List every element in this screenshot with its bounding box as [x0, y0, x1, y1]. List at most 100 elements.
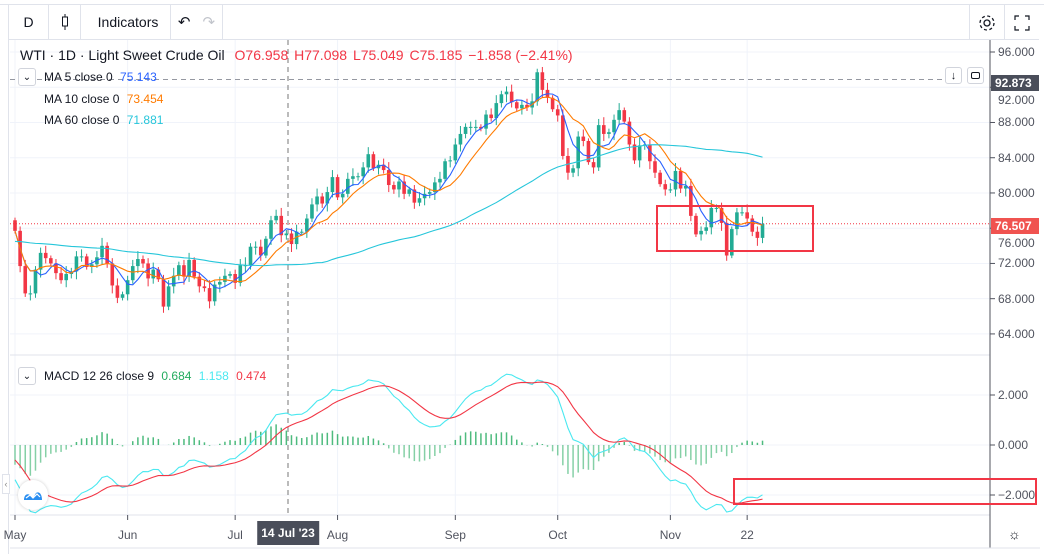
crosshair-date-label: 14 Jul '23: [257, 521, 319, 545]
ma5-label: MA 5 close 0: [44, 70, 113, 84]
scroll-to-latest-button[interactable]: ↓: [945, 67, 962, 84]
square-icon: [971, 72, 980, 79]
candle-body: [177, 265, 181, 276]
time-tick-label: Oct: [548, 528, 568, 542]
expand-sidebar-button[interactable]: ‹: [2, 474, 10, 494]
ma60-legend[interactable]: MA 60 close 0 71.881: [44, 113, 163, 127]
tradingview-logo[interactable]: [18, 480, 48, 510]
candle-body: [115, 285, 120, 298]
candle-body: [755, 231, 760, 238]
price-tick-label: 96.000: [998, 45, 1035, 59]
candle-body: [330, 177, 335, 193]
annotation-rectangle-price[interactable]: [656, 205, 814, 252]
candle-body: [658, 172, 662, 185]
indicators-button[interactable]: Indicators: [81, 4, 171, 40]
candle-body: [310, 204, 314, 219]
candle-body: [433, 182, 437, 193]
time-tick-label: Sep: [444, 528, 466, 542]
candle-body: [130, 266, 135, 281]
candle-body: [381, 164, 386, 171]
time-tick-label: 22: [740, 528, 754, 542]
candle-body: [719, 207, 724, 223]
candle-body: [622, 110, 627, 122]
candle-body: [745, 212, 749, 219]
candle-body: [392, 185, 396, 190]
candle-body: [264, 238, 268, 256]
candle-body: [402, 181, 406, 194]
candle-body: [607, 132, 611, 134]
candle-body: [228, 274, 232, 276]
candle-body: [54, 263, 58, 274]
candle-body: [166, 286, 171, 307]
candle-body: [141, 259, 145, 264]
gear-icon: [979, 14, 995, 31]
time-tick-label: Jul: [227, 528, 243, 542]
candle-body: [299, 231, 304, 233]
candle-body: [361, 167, 365, 177]
axis-settings-icon[interactable]: ☼: [1008, 526, 1021, 542]
candle-body: [458, 133, 463, 145]
settings-button[interactable]: [969, 5, 1004, 40]
annotation-rectangle-macd[interactable]: [733, 478, 1037, 505]
time-tick-label: May: [3, 528, 27, 542]
candle-body: [576, 136, 580, 169]
candle-body: [182, 265, 186, 277]
indicators-label: Indicators: [97, 14, 159, 30]
candle-body: [504, 91, 509, 95]
candle-body: [13, 220, 17, 231]
candle-body: [238, 265, 243, 283]
candle-body: [366, 154, 371, 168]
candle-body: [351, 176, 355, 179]
ma5-legend[interactable]: MA 5 close 0 75.143: [44, 70, 157, 84]
candle-body: [43, 252, 48, 259]
candle-body: [520, 104, 524, 109]
candle-body: [207, 288, 212, 302]
candle-body: [694, 215, 698, 235]
candle-body: [632, 144, 637, 161]
candle-body: [525, 104, 529, 108]
ma5-line: [14, 93, 763, 290]
candle-body: [479, 126, 483, 129]
ma10-line: [14, 96, 763, 283]
candle-body: [668, 189, 673, 191]
undo-icon[interactable]: ↶: [177, 14, 191, 31]
candle-body: [586, 140, 591, 163]
fullscreen-button[interactable]: [1004, 5, 1039, 40]
candle-body: [499, 94, 504, 104]
redo-icon[interactable]: ↷: [202, 14, 216, 31]
candle-body: [448, 160, 452, 162]
price-tick-label: 76.000: [998, 236, 1035, 250]
candle-body: [28, 293, 33, 295]
ma10-legend[interactable]: MA 10 close 0 73.454: [44, 92, 163, 106]
macd-tick-label: −2.000: [998, 488, 1036, 502]
candle-body: [279, 215, 284, 236]
candle-body: [284, 233, 289, 236]
candle-body: [438, 178, 442, 183]
interval-button[interactable]: D: [9, 4, 49, 40]
candle-body: [59, 273, 63, 281]
collapse-indicators-button[interactable]: ⌄: [18, 68, 36, 86]
ohlc-open: O76.958: [234, 47, 289, 63]
collapse-macd-button[interactable]: ⌄: [18, 367, 36, 385]
macd-value: 1.158: [198, 369, 229, 383]
candle-body: [269, 220, 273, 239]
ma5-value: 75.143: [120, 70, 157, 84]
candle-body: [571, 168, 575, 173]
candle-body: [202, 286, 207, 289]
candle-body: [192, 259, 196, 277]
candle-body: [38, 252, 43, 270]
chart-type-button[interactable]: [49, 4, 81, 40]
ma60-line: [14, 144, 763, 267]
maximize-pane-button[interactable]: [967, 67, 984, 84]
candle-body: [90, 264, 94, 267]
candle-body: [253, 246, 258, 248]
macd-legend[interactable]: MACD 12 26 close 9 0.684 1.158 0.474: [44, 369, 266, 383]
candle-body: [223, 275, 227, 282]
candle-body: [233, 274, 237, 283]
candle-body: [218, 281, 222, 285]
candle-body: [64, 274, 68, 281]
candle-body: [704, 227, 708, 231]
candle-body: [709, 207, 714, 228]
candle-body: [714, 207, 719, 209]
